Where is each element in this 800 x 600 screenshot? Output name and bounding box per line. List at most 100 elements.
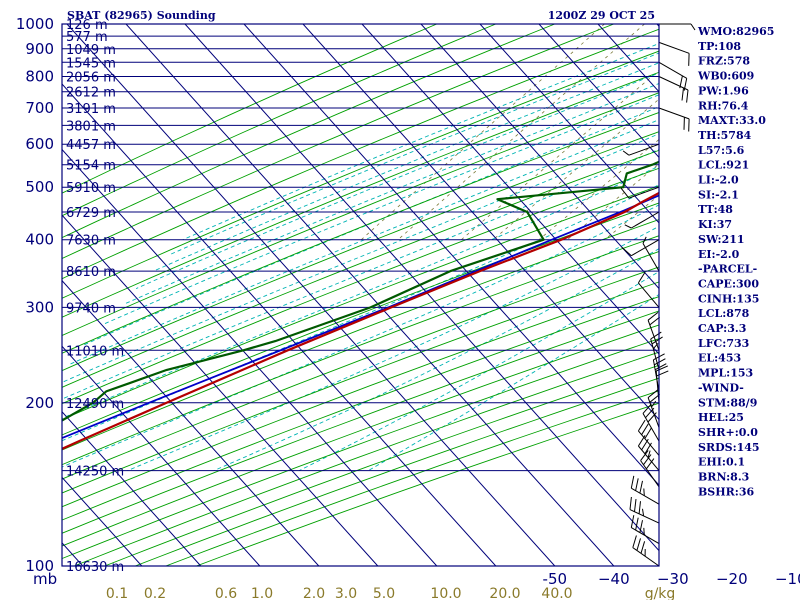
isotherm-line	[479, 24, 659, 224]
pressure-tick-label: 900	[25, 40, 54, 58]
dry-adiabat-line	[62, 235, 659, 466]
dry-adiabat-line	[62, 24, 437, 194]
wind-barb	[632, 535, 660, 567]
index-line: SRDS:145	[698, 441, 760, 454]
wind-barb	[658, 107, 690, 132]
isotherm-line	[243, 24, 659, 486]
mixing-ratio-tick-label: 0.2	[144, 586, 166, 600]
dry-adiabat-line	[62, 24, 555, 239]
height-label: 2612 m	[66, 86, 116, 101]
dry-adiabat-line	[62, 28, 659, 280]
isotherm-line	[538, 24, 659, 159]
pressure-tick-label: 400	[25, 231, 54, 249]
moist-adiabat-line	[153, 62, 659, 272]
pressure-tick-label: 300	[25, 298, 54, 316]
dry-adiabat-line	[62, 24, 496, 217]
temperature-tick-label: -50	[543, 570, 568, 588]
mixing-ratio-tick-label: 5.0	[373, 586, 395, 600]
moist-adiabat-line	[68, 119, 659, 366]
mixing-ratio-tick-label: 3.0	[335, 586, 357, 600]
dry-adiabat-line	[62, 185, 659, 421]
height-label: 1049 m	[66, 43, 116, 58]
height-label: 8610 m	[66, 265, 116, 280]
index-line: -WIND-	[698, 381, 744, 394]
pressure-tick-label: 800	[25, 68, 54, 86]
sounding-time: 1200Z 29 OCT 25	[548, 9, 655, 22]
isotherm-line	[62, 83, 497, 566]
wind-barb	[647, 389, 661, 428]
mixing-ratio-tick-label: 0.6	[215, 586, 237, 600]
wind-barb	[658, 41, 690, 66]
wind-barb	[637, 419, 660, 456]
index-line: PW:1.96	[698, 84, 749, 97]
pressure-tick-label: 700	[25, 99, 54, 117]
height-label: 3191 m	[66, 102, 116, 117]
height-label: 577 m	[66, 30, 108, 45]
index-line: SHR+:0.0	[698, 426, 758, 439]
height-label: 14250 m	[66, 465, 124, 480]
dry-adiabat-line	[62, 310, 659, 534]
dry-adiabat-line	[104, 364, 659, 566]
height-label: 16630 m	[66, 560, 124, 575]
moist-adiabat-line	[62, 148, 659, 400]
moist-adiabat-line	[127, 225, 659, 472]
wind-barb	[622, 143, 660, 156]
height-label: 5154 m	[66, 159, 116, 174]
index-line: TH:5784	[698, 129, 752, 142]
mixing-ratio-lines	[361, 24, 800, 241]
wind-barb	[642, 236, 660, 272]
moist-adiabat-line	[125, 83, 659, 304]
height-label: 2056 m	[66, 71, 116, 86]
index-line: LCL:921	[698, 159, 749, 172]
index-line: RH:76.4	[698, 99, 749, 112]
index-line: STM:88/9	[698, 396, 757, 409]
dry-adiabat-line	[135, 377, 659, 566]
temperature-tick-label: −40	[598, 570, 630, 588]
index-line: KI:37	[698, 218, 732, 231]
moist-adiabat-line	[213, 248, 659, 472]
pressure-tick-label: 1000	[16, 15, 54, 33]
dry-adiabat-line	[62, 219, 659, 451]
height-label: 6729 m	[66, 206, 116, 221]
dry-adiabat-line	[62, 131, 659, 372]
dry-adiabat-line	[62, 281, 659, 508]
mixing-ratio-line	[538, 139, 659, 241]
dry-adiabat-line	[62, 149, 659, 388]
temperature-tick-label: −20	[716, 570, 748, 588]
mixing-ratio-tick-label: 0.1	[106, 586, 128, 600]
mixing-ratio-tick-label: 2.0	[303, 586, 325, 600]
index-line: CAP:3.3	[698, 322, 746, 335]
isotherm-line	[361, 24, 659, 355]
station-title: SBAT (82965) Sounding	[67, 9, 216, 22]
mixing-ratio-line	[777, 24, 800, 240]
index-line: TT:48	[698, 203, 733, 216]
isotherm-line	[420, 24, 659, 290]
mixing-ratio-tick-label: 40.0	[541, 586, 572, 600]
sounding-profiles	[62, 160, 659, 451]
dry-adiabat-line	[62, 92, 659, 337]
index-line: LCL:878	[698, 307, 750, 320]
dry-adiabat-line	[62, 50, 659, 299]
wind-barb	[647, 312, 661, 351]
pressure-tick-label: 200	[25, 394, 54, 412]
wind-barb	[658, 61, 688, 91]
wind-barb	[637, 271, 660, 308]
dry-adiabat-line	[62, 296, 659, 521]
wind-barb	[658, 76, 689, 103]
index-line: LI:-2.0	[698, 174, 739, 187]
moist-adiabat-line	[168, 52, 659, 256]
temperature-labels: mb-50−40−30−20−100102030400	[33, 570, 800, 588]
index-line: EHI:0.1	[698, 456, 745, 469]
dewpoint-trace	[62, 160, 659, 422]
isotherm-line	[184, 24, 659, 552]
index-line: -PARCEL-	[698, 263, 757, 276]
index-line: WMO:82965	[697, 25, 774, 38]
height-label: 12490 m	[66, 397, 124, 412]
index-line: WB0:609	[697, 70, 754, 83]
index-line: L57:5.6	[698, 144, 745, 157]
wind-barb	[640, 450, 660, 488]
dry-adiabat-line	[62, 167, 659, 405]
dry-adiabat-line	[62, 266, 659, 494]
wind-barbs	[620, 23, 696, 567]
